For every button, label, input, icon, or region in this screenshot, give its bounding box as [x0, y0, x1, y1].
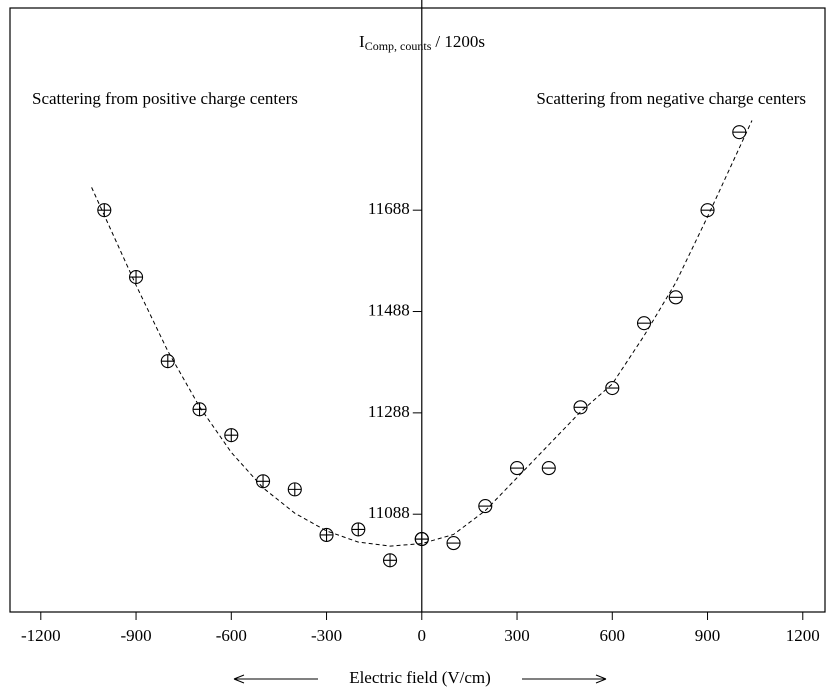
y-label-sub: Comp, counts	[365, 39, 432, 53]
data-point	[414, 531, 429, 547]
data-point	[478, 499, 493, 514]
x-tick-label: -1200	[21, 626, 61, 645]
x-axis-label: Electric field (V/cm)	[349, 668, 491, 687]
data-point	[446, 536, 461, 551]
annotation: Scattering from negative charge centers	[536, 89, 806, 108]
x-tick-label: 1200	[786, 626, 820, 645]
x-tick-label: -600	[216, 626, 247, 645]
x-tick-label: 300	[504, 626, 530, 645]
data-point	[509, 461, 525, 476]
data-point	[541, 461, 556, 476]
y-tick-label: 11488	[368, 300, 410, 319]
annotation: Scattering from positive charge centers	[32, 89, 298, 108]
data-point	[668, 290, 683, 305]
y-label-rest: / 1200s	[435, 32, 485, 51]
x-tick-label: -300	[311, 626, 342, 645]
y-tick-label: 11688	[368, 199, 410, 218]
y-label-main: I	[359, 32, 365, 51]
data-point	[636, 316, 652, 331]
data-point	[224, 428, 239, 443]
data-point	[287, 482, 302, 497]
fit-curve	[91, 120, 753, 547]
data-point	[382, 553, 398, 568]
y-tick-label: 11288	[368, 402, 410, 421]
y-tick-label: 11088	[368, 503, 410, 522]
x-tick-label: -900	[120, 626, 151, 645]
x-tick-label: 600	[600, 626, 626, 645]
x-tick-label: 0	[418, 626, 427, 645]
data-point	[160, 354, 175, 369]
data-point	[319, 527, 334, 543]
y-axis-label: IComp, counts/ 1200s	[359, 32, 485, 53]
data-point	[573, 400, 588, 415]
plot-frame	[9, 7, 826, 613]
x-tick-label: 900	[695, 626, 721, 645]
data-point	[700, 203, 715, 218]
data-point	[605, 380, 620, 396]
data-point	[255, 474, 271, 489]
data-point	[351, 522, 366, 537]
data-point	[128, 270, 144, 285]
data-point	[732, 125, 747, 140]
x-label-arrows	[233, 674, 607, 684]
data-point	[192, 402, 207, 417]
